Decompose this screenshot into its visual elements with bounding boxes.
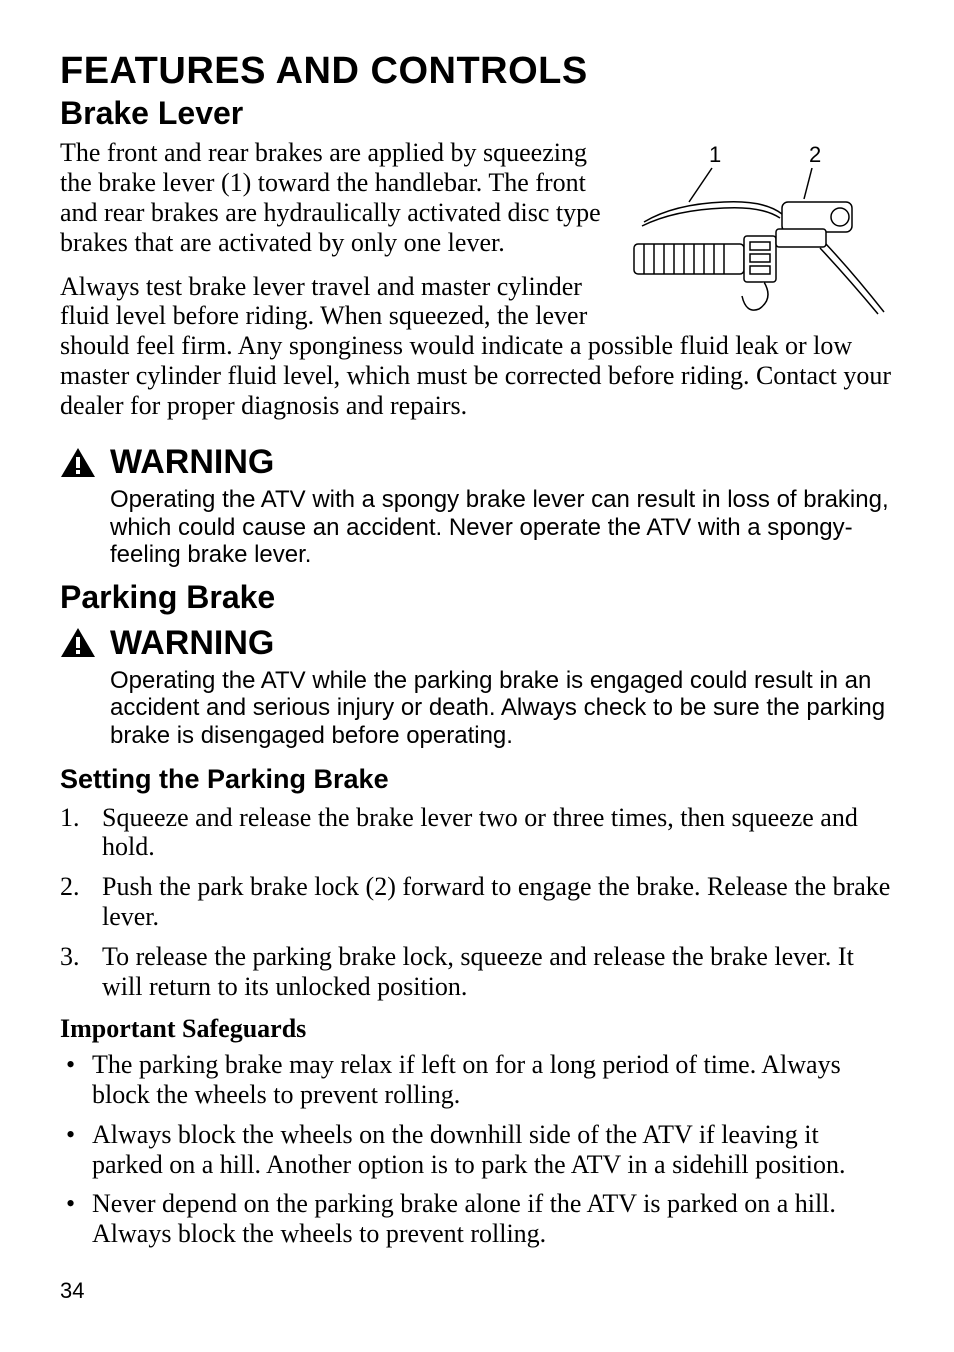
important-safeguards-title: Important Safeguards <box>60 1014 894 1044</box>
list-item: The parking brake may relax if left on f… <box>60 1050 894 1110</box>
diagram-callout-2: 2 <box>809 144 821 167</box>
section-parking-brake-title: Parking Brake <box>60 579 894 616</box>
brake-lever-diagram: 1 2 <box>614 144 894 319</box>
section-brake-lever-title: Brake Lever <box>60 95 894 132</box>
warning-spongy-brake: WARNING Operating the ATV with a spongy … <box>60 443 894 569</box>
warning-body: Operating the ATV with a spongy brake le… <box>110 486 894 569</box>
list-item: To release the parking brake lock, squee… <box>60 942 894 1002</box>
list-item: Push the park brake lock (2) forward to … <box>60 872 894 932</box>
warning-title: WARNING <box>110 443 274 482</box>
brake-lever-intro: 1 2 <box>60 138 894 435</box>
list-item: Never depend on the parking brake alone … <box>60 1189 894 1249</box>
safeguards-list: The parking brake may relax if left on f… <box>60 1050 894 1249</box>
warning-title: WARNING <box>110 624 274 663</box>
warning-parking-brake: WARNING Operating the ATV while the park… <box>60 624 894 750</box>
list-item: Always block the wheels on the downhill … <box>60 1120 894 1180</box>
chapter-title: FEATURES AND CONTROLS <box>60 50 894 93</box>
warning-icon <box>60 447 96 479</box>
diagram-callout-1: 1 <box>709 144 721 167</box>
page-number: 34 <box>60 1278 84 1304</box>
setting-parking-brake-title: Setting the Parking Brake <box>60 764 894 795</box>
list-item: Squeeze and release the brake lever two … <box>60 803 894 863</box>
warning-icon <box>60 627 96 659</box>
parking-brake-steps: Squeeze and release the brake lever two … <box>60 803 894 1002</box>
warning-body: Operating the ATV while the parking brak… <box>110 667 894 750</box>
